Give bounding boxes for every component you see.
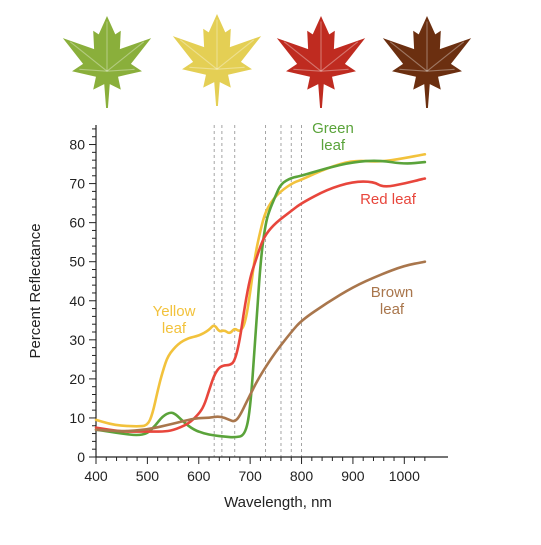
y-axis-title: Percent Reflectance [27, 223, 44, 358]
y-tick-label: 40 [69, 293, 85, 309]
red-leaf-line [94, 177, 427, 433]
brown-leaf-label: Brown leaf [371, 284, 414, 318]
green-leaf-icon [62, 15, 152, 108]
yellow-leaf-line [94, 152, 427, 428]
x-axis-title: Wavelength, nm [224, 494, 332, 511]
x-tick-label: 800 [290, 468, 314, 484]
y-tick-label: 20 [69, 371, 85, 387]
x-tick-label: 500 [136, 468, 160, 484]
green-leaf-label: Green leaf [312, 120, 354, 154]
red-leaf-label: Red leaf [360, 191, 417, 208]
x-tick-label: 900 [341, 468, 365, 484]
yellow-leaf-icon [172, 13, 262, 106]
x-tick-label: 400 [84, 468, 108, 484]
y-tick-label: 60 [69, 215, 85, 231]
axes: 400 500 600 700 800 900 1000 0 10 20 30 40 50 60 70 80 [69, 125, 448, 484]
y-tick-label: 0 [77, 449, 85, 465]
red-leaf-icon [276, 15, 366, 108]
x-tick-label: 700 [238, 468, 262, 484]
y-tick-label: 30 [69, 332, 85, 348]
x-tick-label: 600 [187, 468, 211, 484]
x-tick-label: 1000 [389, 468, 420, 484]
brown-leaf-icon [382, 15, 472, 108]
y-tick-label: 10 [69, 410, 85, 426]
y-tick-label: 80 [69, 137, 85, 153]
yellow-leaf-label: Yellow leaf [153, 303, 196, 337]
brown-leaf-line [94, 260, 427, 433]
y-tick-label: 70 [69, 176, 85, 192]
y-tick-label: 50 [69, 254, 85, 270]
